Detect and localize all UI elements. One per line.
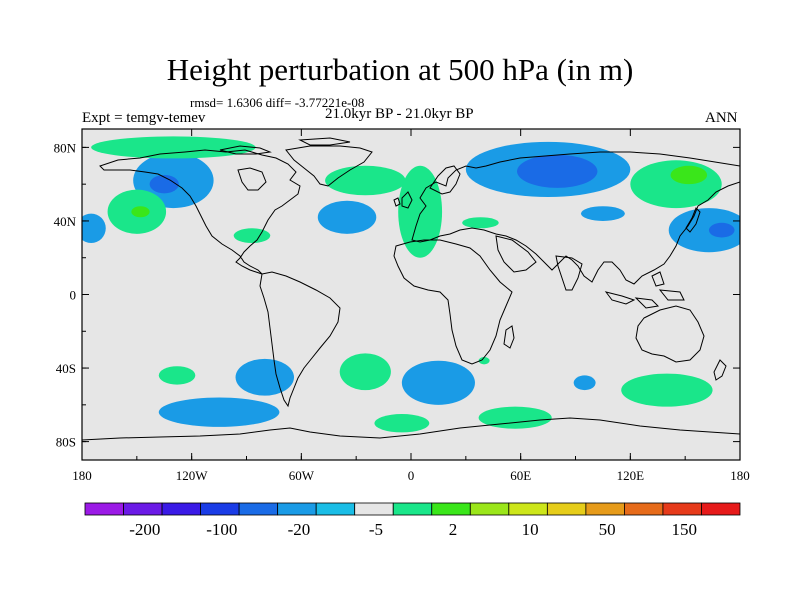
coast-australia [635,305,705,363]
colorbar-label: -5 [369,520,383,539]
anomaly-southern-africa-positive [478,357,490,365]
coast-india [555,255,583,291]
colorbar-labels: -200 -100 -20 -5 2 10 50 150 [129,520,697,539]
anomaly-mid-atlantic-negative [317,200,377,234]
colorbar-swatch [701,502,741,516]
colorbar-swatch [161,502,201,516]
colorbar-swatch [546,502,587,516]
coast-antarctica [82,417,740,441]
anomaly-north-pacific-positive-core [131,206,150,218]
lon-tick-label: 120W [176,468,209,483]
coast-africa [393,239,513,365]
colorbar-label: 50 [599,520,616,539]
lat-tick-label: 40S [56,361,76,376]
colorbar-label: -20 [288,520,311,539]
colorbar-swatch [624,502,664,516]
colorbar-swatch [662,502,702,516]
coast-eurasia [411,151,740,285]
lon-tick-label: 0 [408,468,415,483]
anomaly-west-asia-positive [462,217,499,229]
colorbar-label: 10 [522,520,539,539]
anomaly-south-atlantic-positive [339,353,391,391]
lat-tick-label: 40N [54,214,77,229]
coastlines [82,137,740,441]
coast-greenland [285,145,373,187]
colorbar-label: -200 [129,520,160,539]
colorbar-swatch [200,502,240,516]
latitude-axis: 80N 40N 0 40S 80S [54,140,740,450]
anomaly-field [82,136,740,433]
lat-tick-label: 80S [56,435,76,450]
anomaly-south-pacific-negative-band [158,397,280,427]
lon-tick-label: 60E [510,468,531,483]
coast-south-america [259,271,341,408]
colorbar-label: -100 [206,520,237,539]
colorbar-swatch [123,502,163,516]
colorbar-swatch [84,502,124,516]
coast-arctic-islands [219,137,351,155]
lon-tick-label: 120E [617,468,645,483]
colorbar-swatch [508,502,548,516]
colorbar-swatch [469,502,510,516]
coast-indonesia [604,271,685,309]
colorbar-swatch [392,502,433,516]
anomaly-southern-ocean-indian-positive [478,406,552,429]
plot-title: Height perturbation at 500 hPa (in m) [166,52,634,87]
anomaly-west-pacific-negative [668,208,740,253]
coast-new-zealand [713,359,727,381]
stats-text: rmsd= 1.6306 diff= -3.77221e-08 [190,95,365,110]
anomaly-west-pacific-negative-core [708,222,735,238]
anomaly-indian-ocean-negative [573,375,596,391]
colorbar-swatch [315,502,356,516]
colorbar-label: 150 [671,520,697,539]
colorbar-swatch [431,502,471,516]
experiment-label: Expt = temgv-temev [82,110,206,126]
lat-tick-label: 80N [54,140,77,155]
anomaly-east-asia-positive [630,160,722,209]
anomaly-south-indian-negative [401,360,475,405]
colorbar-label: 2 [449,520,458,539]
colorbar-swatch [277,502,317,516]
longitude-axis: 180 120W 60W 0 60E 120E 180 [72,129,750,483]
coast-arabia [495,235,537,273]
anomaly-dateline-west-negative [82,213,106,244]
colorbar [84,502,741,516]
period-label: 21.0kyr BP - 21.0kyr BP [325,106,474,122]
anomaly-central-asia-negative [580,206,625,221]
anomaly-atlantic-positive [325,165,406,196]
anomaly-east-asia-positive-core [670,165,708,185]
colorbar-swatch [585,502,625,516]
coast-british-isles [393,191,413,209]
anomaly-siberia-negative-core [517,154,598,188]
coast-madagascar [503,325,515,349]
coast-hudson-bay [237,167,267,191]
coast-scandinavia [429,165,461,195]
anomaly-south-pacific-positive [158,366,196,385]
coast-japan [685,207,701,233]
lon-tick-label: 60W [289,468,315,483]
anomaly-arctic-positive-strip [91,136,256,159]
coast-north-america [99,149,301,275]
lon-tick-label: 180 [730,468,750,483]
anomaly-arctic-canada-negative-core [149,174,179,194]
colorbar-swatch [238,502,279,516]
anomaly-south-australia-positive [621,373,713,407]
colorbar-swatch [354,502,394,516]
anomaly-us-east-positive [233,228,271,244]
lon-tick-label: 180 [72,468,92,483]
anomaly-southern-ocean-positive [374,414,430,433]
anomaly-south-america-negative [235,358,295,396]
season-label: ANN [705,110,738,126]
lat-tick-label: 0 [70,288,77,303]
